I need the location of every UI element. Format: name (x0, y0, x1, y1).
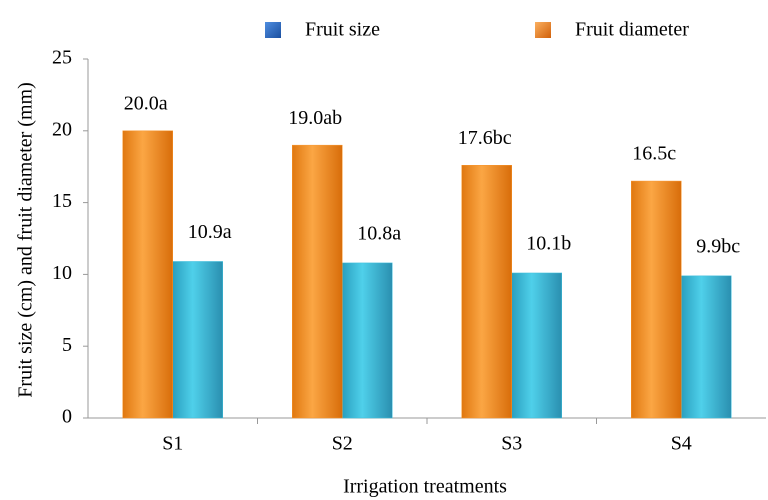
bar (122, 130, 173, 419)
bar (342, 262, 393, 419)
y-tick-label: 10 (52, 262, 72, 284)
x-tick-label: S4 (671, 433, 692, 455)
bar (292, 144, 343, 419)
value-label: 16.5c (632, 143, 676, 165)
value-label: 19.0ab (288, 107, 342, 129)
value-label: 9.9bc (696, 235, 740, 257)
bar (511, 272, 562, 419)
value-label: 20.0a (124, 92, 168, 114)
x-tick-label: S3 (501, 433, 522, 455)
y-tick-label: 15 (52, 190, 72, 212)
x-tick-label: S1 (162, 433, 183, 455)
legend-swatch (265, 22, 281, 38)
bar (631, 180, 682, 419)
x-axis-title: Irrigation treatments (343, 476, 507, 498)
y-tick-label: 20 (52, 118, 72, 140)
y-tick-label: 25 (52, 47, 72, 69)
legend-label: Fruit diameter (575, 19, 689, 41)
y-axis-title: Fruit size (cm) and fruit diameter (mm) (15, 82, 37, 397)
value-label: 10.1b (526, 233, 571, 255)
x-tick-label: S2 (332, 433, 353, 455)
legend-swatch (535, 22, 551, 38)
y-tick-label: 0 (62, 406, 72, 428)
value-label: 17.6bc (458, 127, 512, 149)
value-label: 10.9a (188, 221, 232, 243)
bar (172, 261, 223, 419)
y-tick-label: 5 (62, 334, 72, 356)
legend-label: Fruit size (305, 19, 380, 41)
bar (681, 275, 732, 419)
value-label: 10.8a (357, 223, 401, 245)
bar (461, 165, 512, 419)
